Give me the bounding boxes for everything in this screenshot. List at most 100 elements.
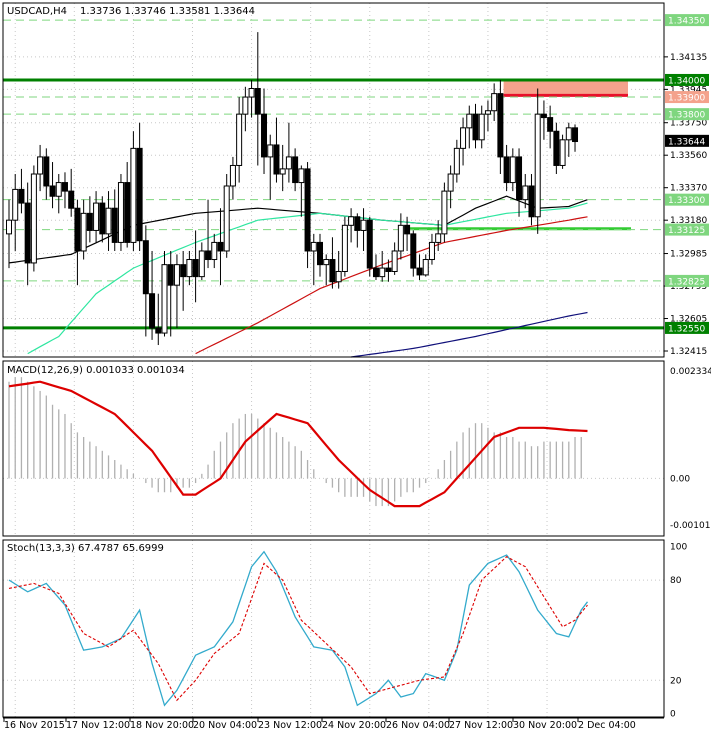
candle-body-bull bbox=[105, 207, 112, 235]
candle-body-bear bbox=[472, 113, 479, 141]
y-tick-label: 1.33180 bbox=[670, 216, 707, 226]
axes-labels: 1.34135 1.33945 1.33750 1.33560 1.33370 1.331… bbox=[3, 14, 711, 731]
candle-body-bear bbox=[254, 88, 261, 115]
candle-body-bear bbox=[404, 224, 411, 235]
x-tick-label: 18 Nov 20:00 bbox=[130, 720, 194, 731]
macd-y-tick-label: -0.001012 bbox=[670, 521, 711, 531]
stoch-signal-line bbox=[8, 556, 588, 702]
candle-body-bear bbox=[217, 241, 224, 252]
candle-body-bear bbox=[99, 202, 106, 235]
x-tick-label: 23 Nov 12:00 bbox=[258, 720, 322, 731]
candle-body-bull bbox=[248, 88, 255, 98]
x-tick-label: 27 Nov 12:00 bbox=[449, 720, 513, 731]
candle-body-bull bbox=[279, 168, 286, 175]
candle-body-bull bbox=[391, 250, 398, 272]
candle-body-bull bbox=[428, 241, 435, 261]
candle-body-bull bbox=[522, 185, 529, 201]
price-label-box bbox=[665, 91, 709, 104]
stoch-y-tick-label: 80 bbox=[670, 576, 682, 586]
price-label-box bbox=[665, 321, 709, 334]
macd-signal-line bbox=[8, 380, 588, 508]
x-tick-label: 16 Nov 2015 bbox=[4, 720, 65, 731]
candle-body-bull bbox=[285, 156, 292, 170]
moving-average-line bbox=[351, 311, 588, 358]
price-label-box bbox=[665, 223, 709, 236]
price-label-box bbox=[665, 193, 709, 206]
candle-body-bull bbox=[117, 182, 124, 243]
candle-body-bull bbox=[223, 185, 230, 252]
candle-body-bear bbox=[528, 185, 535, 218]
candle-body-bear bbox=[416, 267, 423, 276]
y-tick-label: 1.33945 bbox=[670, 85, 707, 95]
panel-frames bbox=[2, 2, 665, 719]
candle-body-bull bbox=[441, 190, 448, 235]
candle-body-bull bbox=[565, 127, 572, 141]
candle-body-bull bbox=[211, 241, 218, 261]
candle-body-bear bbox=[18, 188, 25, 204]
x-tick-label: 30 Nov 20:00 bbox=[513, 720, 577, 731]
stoch-y-tick-label: 100 bbox=[670, 543, 687, 553]
price-label-text: 1.34000 bbox=[668, 76, 705, 86]
candle-body-bear bbox=[292, 156, 299, 184]
candle-body-bear bbox=[329, 259, 336, 283]
stoch-y-tick-label: 0 bbox=[670, 710, 676, 720]
candle-body-bull bbox=[55, 182, 62, 197]
candle-body-bull bbox=[422, 259, 429, 276]
candle-body-bull bbox=[186, 259, 193, 278]
price-label-text: 1.33800 bbox=[668, 111, 705, 121]
candle-body-bear bbox=[261, 113, 268, 158]
y-tick-label: 1.33750 bbox=[670, 119, 707, 129]
candle-body-bull bbox=[435, 233, 442, 243]
candle-body-bear bbox=[74, 207, 81, 252]
candle-body-bear bbox=[24, 202, 31, 264]
candle-body-bear bbox=[497, 93, 504, 158]
candle-body-bear bbox=[503, 156, 510, 184]
candle-body-bear bbox=[410, 233, 417, 269]
candle-body-bull bbox=[173, 264, 180, 286]
candle-body-bear bbox=[372, 267, 379, 278]
candle-body-bear bbox=[354, 216, 361, 231]
stoch-y-tick-label: 20 bbox=[670, 676, 682, 686]
price-label-text: 1.32825 bbox=[668, 277, 705, 287]
price-label-text: 1.32550 bbox=[668, 324, 705, 334]
candle-body-bull bbox=[30, 173, 37, 264]
candle-body-bull bbox=[80, 212, 87, 252]
y-tick-label: 1.32985 bbox=[670, 250, 707, 260]
price-label-text: 1.33900 bbox=[668, 94, 705, 104]
candle-body-bear bbox=[385, 267, 392, 272]
candle-body-bull bbox=[93, 202, 100, 231]
candle-body-bull bbox=[484, 110, 491, 115]
candle-body-bear bbox=[68, 190, 75, 209]
price-label-box bbox=[665, 134, 709, 147]
y-tick-label: 1.32795 bbox=[670, 282, 707, 292]
macd-title: MACD(12,26,9) 0.001033 0.001034 bbox=[7, 365, 185, 376]
stoch-title: Stoch(13,3,3) 67.4787 65.6999 bbox=[7, 543, 164, 554]
moving-average-line bbox=[8, 195, 588, 264]
candle-body-bear bbox=[124, 182, 131, 243]
candle-body-bull bbox=[341, 224, 348, 272]
stochastic-panel bbox=[3, 550, 664, 707]
price-label-box bbox=[665, 14, 709, 27]
x-tick-label: 26 Nov 04:00 bbox=[386, 720, 450, 731]
candle-body-bear bbox=[86, 212, 93, 231]
candle-body-bull bbox=[559, 139, 566, 166]
candle-body-bull bbox=[348, 216, 355, 226]
candle-body-bull bbox=[229, 164, 236, 187]
candle-body-bull bbox=[12, 188, 19, 221]
candle-body-bull bbox=[161, 264, 168, 334]
candle-body-bear bbox=[136, 147, 143, 242]
candle-body-bull bbox=[298, 168, 305, 184]
x-tick-label: 2 Dec 04:00 bbox=[578, 720, 636, 731]
panel-frame bbox=[2, 360, 665, 537]
candle-body-bull bbox=[397, 224, 404, 252]
candle-body-bull bbox=[491, 93, 498, 112]
candle-body-bear bbox=[192, 259, 199, 278]
candle-body-bear bbox=[553, 130, 560, 166]
candle-body-bull bbox=[198, 250, 205, 278]
candle-body-bull bbox=[478, 113, 485, 141]
price-label-text: 1.33644 bbox=[668, 137, 705, 147]
candle-body-bull bbox=[360, 219, 367, 231]
resistance-zone bbox=[503, 79, 628, 96]
main-chart-title: USDCAD,H4 bbox=[7, 6, 67, 17]
